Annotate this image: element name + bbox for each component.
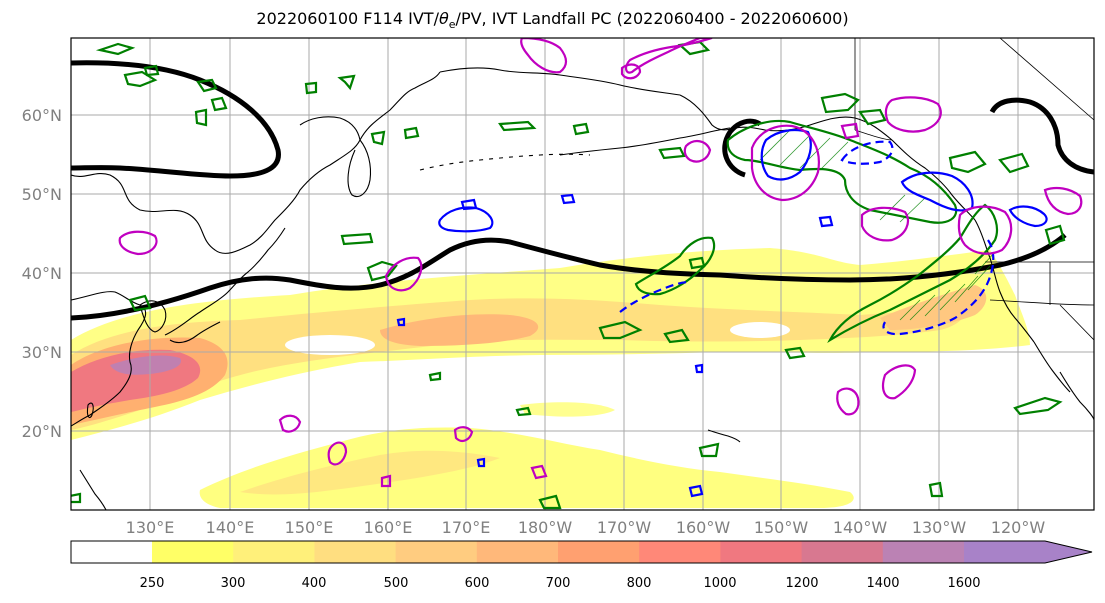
theta-e-contour-northeast	[989, 97, 1094, 175]
coast-us-west	[974, 219, 1035, 343]
ivt-filled-contours	[71, 248, 1030, 508]
pv-blue-alaska	[760, 129, 812, 181]
lat-label-30n: 30°N	[21, 343, 62, 362]
coast-asia-east	[71, 71, 441, 254]
coast-alaska-north	[439, 67, 681, 96]
borders	[854, 38, 1094, 341]
colorbar-cells	[152, 541, 1046, 563]
lon-label-130e: 130°E	[125, 518, 175, 537]
title-fields-prefix: IVT/	[408, 9, 439, 28]
lat-label-60n: 60°N	[21, 106, 62, 125]
ivt-hole-2	[730, 322, 790, 338]
coast-mexico	[1059, 371, 1094, 421]
theta-e-contour-alaska	[722, 118, 762, 178]
theta-e-contour-north	[71, 60, 281, 179]
hawaii	[707, 429, 741, 443]
map-frame	[70, 37, 1095, 511]
figure-title: 2022060100 F114 IVT/θe/PV, IVT Landfall …	[0, 9, 1105, 31]
coast-alaska-peninsula	[559, 127, 731, 156]
pv-blue-dashed-3	[619, 280, 691, 313]
magenta-small-2	[384, 256, 423, 292]
lon-label-160e: 160°E	[363, 518, 413, 537]
lon-label-140e: 140°E	[205, 518, 255, 537]
lon-label-170e: 170°E	[441, 518, 491, 537]
graticule	[71, 38, 1094, 510]
colorbar-cell	[476, 541, 559, 563]
ivt-patch-sub	[520, 402, 615, 417]
coast-korea	[139, 300, 167, 333]
coast-kamchatka	[347, 139, 372, 198]
theta-e-contours	[71, 60, 1094, 321]
theta-e-contour-main	[71, 233, 1067, 321]
colorbar-label-800: 800	[626, 576, 652, 591]
pv-green-contours	[71, 40, 1066, 510]
ivt-hole-1	[285, 335, 375, 355]
aleutians	[419, 153, 591, 171]
taiwan	[86, 402, 94, 419]
colorbar-cell	[639, 541, 721, 563]
title-theta-sub: e	[448, 18, 456, 32]
pv-green-coast	[827, 203, 999, 343]
colorbar-below-min	[71, 541, 152, 563]
coast-okhotsk	[299, 116, 361, 141]
coast-japan-south	[169, 321, 221, 344]
lon-label-150w: 150°W	[753, 518, 809, 537]
colorbar-label-700: 700	[545, 576, 571, 591]
magenta-small-1	[118, 230, 158, 256]
colorbar-cell	[558, 541, 640, 563]
lon-label-150e: 150°E	[284, 518, 334, 537]
colorbar-label-1600: 1600	[947, 576, 981, 591]
ivt-core-west-max	[110, 355, 181, 375]
colorbar-cell	[152, 541, 234, 563]
title-theta-symbol: θ	[438, 9, 449, 28]
colorbar-cell	[720, 541, 803, 563]
map-layers	[71, 38, 1094, 510]
colorbar-label-1000: 1000	[703, 576, 737, 591]
colorbar-cell	[233, 541, 315, 563]
coast-bc	[891, 139, 976, 221]
colorbar-cell	[882, 541, 965, 563]
colorbar-label-500: 500	[383, 576, 409, 591]
lon-label-120w: 120°W	[990, 518, 1046, 537]
colorbar-outline	[70, 540, 1093, 564]
ivt-core-central	[380, 314, 539, 346]
title-forecast-hour: F114	[363, 9, 404, 28]
magenta-alaska	[750, 124, 820, 202]
coast-baja	[1033, 341, 1071, 393]
lat-label-20n: 20°N	[21, 422, 62, 441]
colorbar-label-300: 300	[220, 576, 246, 591]
pv-blue-contours	[396, 129, 1048, 498]
colorbar-cell	[964, 541, 1046, 563]
colorbar	[70, 540, 1093, 564]
colorbar-cell	[395, 541, 478, 563]
lon-label-170w: 170°W	[596, 518, 652, 537]
pv-green-alaska	[726, 119, 958, 224]
lon-label-130w: 130°W	[911, 518, 967, 537]
colorbar-cell	[801, 541, 884, 563]
colorbar-label-1400: 1400	[866, 576, 900, 591]
colorbar-label-250: 250	[139, 576, 165, 591]
lon-label-180w: 180°W	[517, 518, 573, 537]
lon-label-140w: 140°W	[832, 518, 888, 537]
ivt-band-main	[71, 248, 1030, 440]
pv-blue-dashed-1	[840, 140, 894, 165]
magenta-contours	[118, 38, 1083, 488]
colorbar-label-1200: 1200	[785, 576, 819, 591]
lat-label-40n: 40°N	[21, 264, 62, 283]
lon-label-160w: 160°W	[675, 518, 731, 537]
colorbar-label-600: 600	[464, 576, 490, 591]
pv-green-central	[634, 236, 716, 296]
colorbar-label-400: 400	[301, 576, 327, 591]
ivt-band-south-inner	[240, 450, 500, 495]
lat-label-50n: 50°N	[21, 185, 62, 204]
title-run: 2022060100	[256, 9, 359, 28]
colorbar-cell	[314, 541, 397, 563]
title-fields-suffix: /PV, IVT Landfall PC (2022060400 - 20220…	[455, 9, 849, 28]
pv-blue-3	[1008, 205, 1048, 228]
colorbar-extend-triangle	[1045, 541, 1092, 563]
pv-blue-dashed-2	[882, 239, 995, 336]
magenta-coast	[957, 205, 1013, 255]
philippines	[79, 469, 107, 510]
